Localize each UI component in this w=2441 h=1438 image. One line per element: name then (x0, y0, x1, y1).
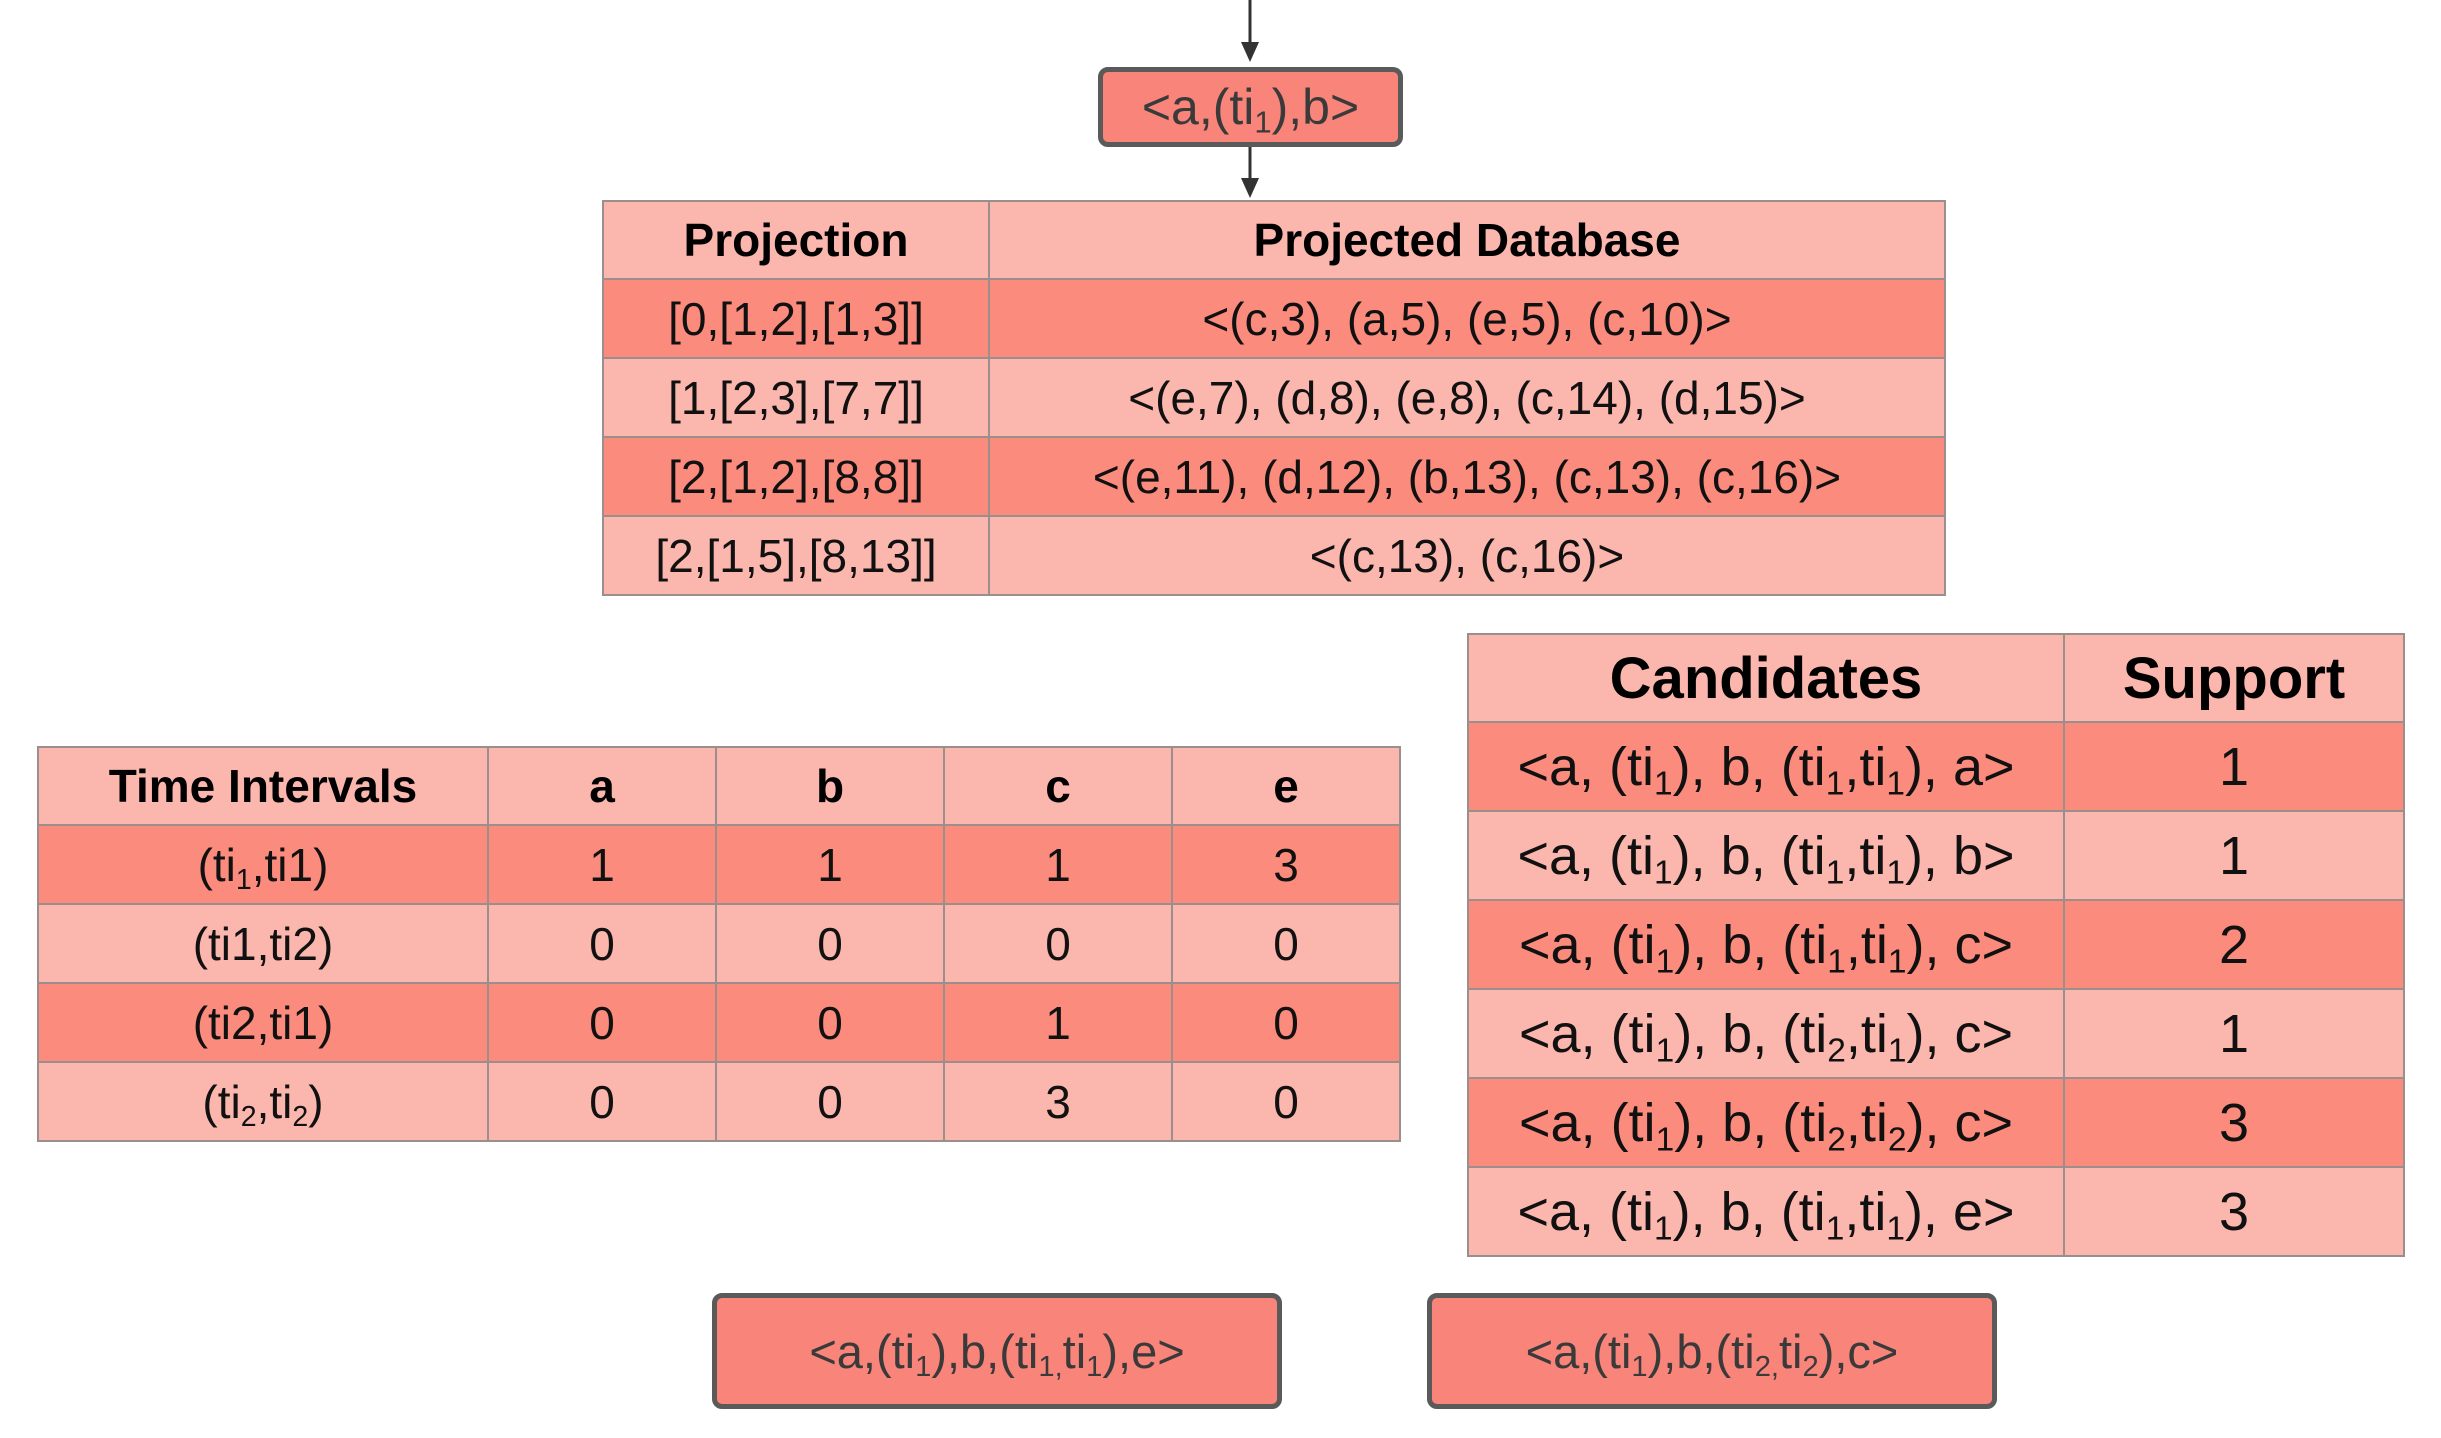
table-row: (ti1,ti1) 1 1 1 3 (37, 824, 1401, 905)
pattern-node-bottom-right: <a,(ti1),b,(ti2,ti2),c> (1427, 1293, 1997, 1409)
projected-database-cell: <(e,7), (d,8), (e,8), (c,14), (d,15)> (988, 357, 1946, 438)
count-cell: 1 (943, 982, 1173, 1063)
count-cell: 0 (715, 1061, 945, 1142)
pattern-node-top: <a,(ti1),b> (1098, 67, 1403, 147)
count-cell: 0 (1171, 982, 1401, 1063)
table-row: [1,[2,3],[7,7]] <(e,7), (d,8), (e,8), (c… (602, 357, 1946, 438)
count-cell: 0 (715, 903, 945, 984)
count-cell: 0 (487, 1061, 717, 1142)
pattern-node-top-label: <a,(ti1),b> (1141, 79, 1360, 140)
projected-database-header: Projected Database (988, 200, 1946, 280)
support-cell: 2 (2063, 899, 2405, 990)
candidates-header: Candidates (1467, 633, 2065, 723)
projection-cell: [2,[1,5],[8,13]] (602, 515, 990, 596)
projected-database-cell: <(c,13), (c,16)> (988, 515, 1946, 596)
support-cell: 1 (2063, 988, 2405, 1079)
table-row: <a, (ti1), b, (ti2,ti2), c> 3 (1467, 1077, 2405, 1168)
projection-cell: [1,[2,3],[7,7]] (602, 357, 990, 438)
candidate-cell: <a, (ti1), b, (ti1,ti1), e> (1467, 1166, 2065, 1257)
table-row: <a, (ti1), b, (ti1,ti1), b> 1 (1467, 810, 2405, 901)
time-interval-label: (ti1,ti2) (37, 903, 489, 984)
column-header-c: c (943, 746, 1173, 826)
support-header: Support (2063, 633, 2405, 723)
count-cell: 0 (487, 903, 717, 984)
candidate-cell: <a, (ti1), b, (ti1,ti1), c> (1467, 899, 2065, 990)
count-cell: 3 (943, 1061, 1173, 1142)
table-row: (ti1,ti2) 0 0 0 0 (37, 903, 1401, 984)
pattern-node-bottom-left-label: <a,(ti1),b,(ti1,ti1),e> (809, 1324, 1185, 1383)
count-cell: 1 (715, 824, 945, 905)
candidate-cell: <a, (ti1), b, (ti2,ti1), c> (1467, 988, 2065, 1079)
pattern-node-bottom-right-label: <a,(ti1),b,(ti2,ti2),c> (1525, 1324, 1899, 1383)
projection-cell: [2,[1,2],[8,8]] (602, 436, 990, 517)
count-cell: 0 (943, 903, 1173, 984)
table-row: <a, (ti1), b, (ti1,ti1), c> 2 (1467, 899, 2405, 990)
table-row: (ti2,ti2) 0 0 3 0 (37, 1061, 1401, 1142)
projected-database-cell: <(e,11), (d,12), (b,13), (c,13), (c,16)> (988, 436, 1946, 517)
count-cell: 0 (1171, 1061, 1401, 1142)
candidate-cell: <a, (ti1), b, (ti2,ti2), c> (1467, 1077, 2065, 1168)
projection-cell: [0,[1,2],[1,3]] (602, 278, 990, 359)
support-cell: 1 (2063, 721, 2405, 812)
time-intervals-table: Time Intervals a b c e (ti1,ti1) 1 1 1 3… (37, 746, 1401, 1142)
count-cell: 0 (487, 982, 717, 1063)
count-cell: 1 (487, 824, 717, 905)
count-cell: 3 (1171, 824, 1401, 905)
table-row: [0,[1,2],[1,3]] <(c,3), (a,5), (e,5), (c… (602, 278, 1946, 359)
candidate-cell: <a, (ti1), b, (ti1,ti1), b> (1467, 810, 2065, 901)
table-row: [2,[1,2],[8,8]] <(e,11), (d,12), (b,13),… (602, 436, 1946, 517)
column-header-e: e (1171, 746, 1401, 826)
projection-table: Projection Projected Database [0,[1,2],[… (602, 200, 1946, 596)
table-row: (ti2,ti1) 0 0 1 0 (37, 982, 1401, 1063)
pattern-node-bottom-left: <a,(ti1),b,(ti1,ti1),e> (712, 1293, 1282, 1409)
support-cell: 3 (2063, 1166, 2405, 1257)
projected-database-cell: <(c,3), (a,5), (e,5), (c,10)> (988, 278, 1946, 359)
time-intervals-header: Time Intervals (37, 746, 489, 826)
time-interval-label: (ti1,ti1) (37, 824, 489, 905)
table-row: <a, (ti1), b, (ti2,ti1), c> 1 (1467, 988, 2405, 1079)
arrow-into-top-node (1241, 0, 1259, 62)
count-cell: 0 (715, 982, 945, 1063)
support-cell: 3 (2063, 1077, 2405, 1168)
projection-header: Projection (602, 200, 990, 280)
time-intervals-table-header: Time Intervals a b c e (37, 746, 1401, 826)
arrow-top-node-to-projection-table (1241, 146, 1259, 198)
projection-table-header: Projection Projected Database (602, 200, 1946, 280)
table-row: <a, (ti1), b, (ti1,ti1), a> 1 (1467, 721, 2405, 812)
count-cell: 1 (943, 824, 1173, 905)
table-row: <a, (ti1), b, (ti1,ti1), e> 3 (1467, 1166, 2405, 1257)
candidates-table-header: Candidates Support (1467, 633, 2405, 723)
column-header-a: a (487, 746, 717, 826)
table-row: [2,[1,5],[8,13]] <(c,13), (c,16)> (602, 515, 1946, 596)
candidate-cell: <a, (ti1), b, (ti1,ti1), a> (1467, 721, 2065, 812)
candidates-table: Candidates Support <a, (ti1), b, (ti1,ti… (1467, 633, 2405, 1257)
support-cell: 1 (2063, 810, 2405, 901)
column-header-b: b (715, 746, 945, 826)
time-interval-label: (ti2,ti2) (37, 1061, 489, 1142)
count-cell: 0 (1171, 903, 1401, 984)
time-interval-label: (ti2,ti1) (37, 982, 489, 1063)
